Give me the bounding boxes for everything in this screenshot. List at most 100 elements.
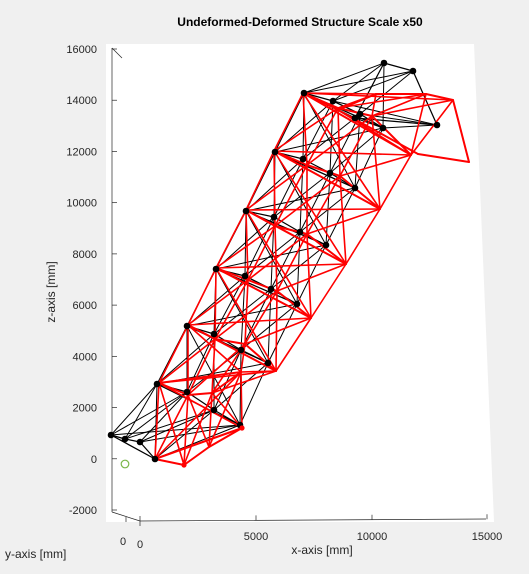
- chart-title: Undeformed-Deformed Structure Scale x50: [177, 15, 423, 29]
- deformed-member: [337, 107, 373, 117]
- undeformed-member: [332, 70, 414, 102]
- undeformed-member: [354, 62, 385, 119]
- undeformed-node: [237, 346, 245, 354]
- node-markers: [107, 59, 441, 468]
- deformed-member: [306, 233, 347, 265]
- deformed-member: [379, 154, 412, 210]
- undeformed-member: [273, 158, 304, 218]
- deformed-member: [187, 279, 249, 326]
- deformed-member: [215, 225, 276, 269]
- deformed-member: [245, 209, 249, 281]
- y-tick-label: 0: [137, 539, 143, 551]
- undeformed-node: [153, 380, 161, 388]
- undeformed-node: [151, 455, 159, 463]
- deformed-member: [158, 324, 189, 384]
- deformed-member: [215, 267, 277, 372]
- deformed-member: [417, 153, 470, 163]
- undeformed-node: [293, 300, 301, 308]
- deformed-member: [244, 290, 278, 345]
- undeformed-member: [382, 62, 385, 129]
- undeformed-node: [267, 285, 275, 293]
- x-axis-line: [139, 518, 487, 522]
- deformed-member: [214, 279, 249, 340]
- undeformed-member: [239, 362, 269, 426]
- undeformed-node: [107, 431, 115, 439]
- deformed-member: [337, 109, 419, 155]
- undeformed-member: [154, 409, 215, 460]
- undeformed-member: [274, 92, 305, 153]
- undeformed-node: [241, 272, 249, 280]
- undeformed-member: [213, 288, 272, 335]
- undeformed-member: [267, 303, 298, 364]
- undeformed-member: [382, 124, 438, 129]
- deformed-member: [211, 392, 243, 429]
- deformed-member: [240, 371, 243, 429]
- deformed-member: [371, 93, 377, 117]
- z-tick-label: 14000: [66, 95, 97, 107]
- undeformed-node: [210, 330, 218, 338]
- deformed-member: [154, 458, 185, 466]
- deformed-member: [245, 209, 347, 265]
- deformed-member: [154, 394, 189, 460]
- deformed-member: [306, 164, 341, 177]
- x-tick-label: 10000: [357, 531, 388, 543]
- undeformed-member: [270, 231, 301, 290]
- z-tick-label: 12000: [66, 146, 97, 158]
- deformed-member: [240, 343, 246, 373]
- deformed-member: [306, 175, 341, 235]
- deformed-structure-series: [154, 92, 470, 466]
- deformed-member: [215, 263, 347, 269]
- x-axis-label: x-axis [mm]: [291, 543, 352, 557]
- deformed-member: [273, 150, 381, 210]
- deformed-member: [274, 164, 308, 227]
- undeformed-member: [296, 244, 327, 305]
- deformed-member: [215, 209, 247, 269]
- undeformed-member: [303, 62, 385, 94]
- undeformed-member: [274, 127, 384, 153]
- z-tick-label: 10000: [66, 198, 97, 210]
- deformed-member: [158, 382, 243, 429]
- deformed-member: [245, 208, 381, 211]
- undeformed-member: [215, 268, 269, 364]
- undeformed-node: [326, 169, 334, 177]
- deformed-member: [273, 92, 304, 152]
- deformed-member: [158, 382, 189, 396]
- deformed-member: [306, 233, 312, 319]
- undeformed-node: [183, 322, 191, 330]
- deformed-member: [275, 317, 312, 372]
- deformed-member: [276, 263, 347, 292]
- deformed-member: [339, 175, 381, 210]
- deformed-member: [339, 175, 347, 265]
- deformed-member: [245, 150, 275, 211]
- undeformed-member: [139, 441, 156, 460]
- deformed-member: [410, 99, 454, 156]
- ticks: -2000 0 2000 4000 6000 8000 10000 12000 14000 160…: [66, 44, 502, 551]
- undeformed-member: [139, 409, 215, 443]
- undeformed-member: [110, 434, 156, 460]
- undeformed-member: [186, 303, 298, 327]
- deformed-member: [187, 392, 213, 396]
- deformed-member: [410, 93, 427, 156]
- deformed-member: [310, 263, 347, 319]
- deformed-member: [154, 427, 243, 460]
- box-edge: [111, 47, 123, 59]
- deformed-member: [187, 267, 217, 326]
- deformed-member: [276, 233, 308, 292]
- deformed-member: [187, 324, 277, 372]
- deformed-member: [345, 208, 381, 265]
- y-tick-label: 0: [120, 536, 126, 548]
- undeformed-member: [156, 333, 215, 385]
- deformed-member: [158, 382, 185, 466]
- deformed-member: [208, 427, 243, 448]
- deformed-member: [154, 382, 160, 460]
- deformed-member: [273, 150, 347, 265]
- deformed-member: [158, 338, 216, 384]
- undeformed-member: [302, 100, 334, 160]
- undeformed-node: [183, 388, 191, 396]
- deformed-member: [245, 209, 312, 319]
- deformed-member: [158, 370, 277, 384]
- deformed-member: [211, 370, 277, 394]
- z-tick-label: -2000: [69, 505, 97, 517]
- deformed-member: [247, 225, 276, 281]
